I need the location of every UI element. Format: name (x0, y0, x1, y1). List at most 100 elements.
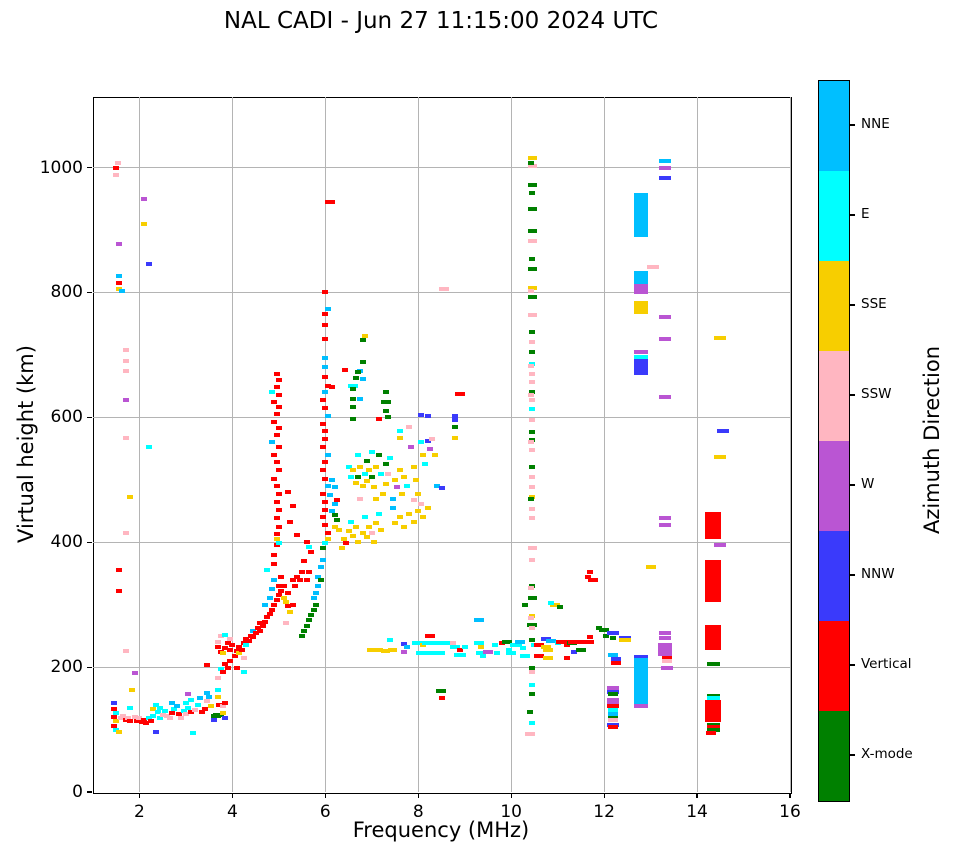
data-point (382, 409, 389, 414)
data-point (509, 643, 522, 648)
data-point (529, 256, 536, 261)
data-point (357, 396, 364, 401)
data-column (634, 703, 649, 708)
data-point (527, 289, 534, 294)
data-point (359, 337, 366, 342)
data-point (527, 546, 537, 551)
data-point (388, 647, 398, 652)
data-point (417, 440, 424, 445)
gridline (510, 97, 512, 792)
data-point (324, 307, 331, 312)
data-point (303, 623, 310, 628)
colorbar-tick-label-vertical: Vertical (861, 656, 912, 672)
data-point (333, 498, 340, 503)
data-point (275, 507, 282, 512)
data-point (201, 706, 208, 711)
data-point (661, 655, 672, 660)
data-point (599, 627, 610, 632)
data-point (113, 173, 120, 178)
data-point (399, 491, 405, 496)
data-point (157, 716, 164, 721)
data-point (385, 471, 392, 476)
data-point (608, 725, 619, 730)
data-point (122, 648, 129, 653)
data-point (658, 165, 671, 170)
data-point (368, 474, 375, 479)
data-point (141, 717, 148, 722)
y-tick-label: 800 (50, 282, 83, 303)
colorbar-segment-nnw (819, 531, 849, 621)
colorbar-segment-vertical (819, 621, 849, 711)
data-point (331, 513, 338, 518)
data-point (273, 537, 280, 542)
data-point (326, 493, 333, 498)
data-point (275, 593, 282, 598)
data-point (350, 533, 357, 538)
data-point (285, 591, 292, 596)
y-tick (87, 416, 92, 418)
data-point (322, 312, 329, 317)
data-point (287, 610, 294, 615)
data-point (336, 527, 343, 532)
data-point (607, 722, 620, 727)
data-point (350, 396, 357, 401)
data-point (661, 658, 672, 663)
data-point (127, 494, 134, 499)
data-point (410, 520, 417, 525)
data-point (401, 474, 408, 479)
data-point (285, 490, 292, 495)
data-point (529, 418, 536, 423)
data-point (268, 587, 275, 592)
data-point (556, 640, 569, 645)
data-point (382, 462, 389, 467)
data-point (396, 515, 403, 520)
data-column (634, 354, 649, 359)
data-point (271, 399, 278, 404)
data-point (224, 666, 231, 671)
data-point (371, 485, 378, 490)
data-point (505, 647, 512, 652)
data-point (210, 718, 217, 723)
x-tick (696, 793, 698, 798)
data-point (527, 183, 537, 188)
data-point (320, 421, 326, 426)
colorbar-segment-x-mode (819, 711, 849, 801)
data-point (373, 521, 380, 526)
colorbar-tick (850, 574, 855, 576)
data-point (587, 634, 594, 639)
data-point (136, 716, 143, 721)
data-point (410, 497, 417, 502)
data-point (278, 574, 285, 579)
data-point (171, 706, 178, 711)
data-point (150, 714, 157, 719)
data-point (285, 603, 292, 608)
data-point (289, 504, 296, 508)
data-point (264, 615, 271, 620)
data-point (534, 643, 545, 648)
data-point (299, 570, 306, 575)
data-point (241, 655, 248, 660)
gridline (138, 97, 140, 792)
data-point (529, 666, 536, 671)
data-point (131, 670, 138, 675)
data-point (359, 484, 366, 489)
data-point (187, 710, 194, 715)
data-point (322, 337, 329, 342)
data-point (452, 414, 459, 419)
data-point (357, 496, 364, 501)
data-point (660, 665, 673, 670)
data-point (320, 445, 326, 450)
data-point (275, 468, 282, 473)
data-point (452, 418, 459, 423)
data-point (115, 730, 122, 735)
data-point (575, 647, 586, 652)
data-point (273, 532, 280, 537)
data-point (658, 516, 671, 521)
data-point (275, 583, 282, 588)
data-point (110, 706, 117, 711)
data-point (527, 586, 534, 591)
data-point (294, 532, 301, 537)
x-tick (510, 793, 512, 798)
data-point (347, 474, 354, 479)
